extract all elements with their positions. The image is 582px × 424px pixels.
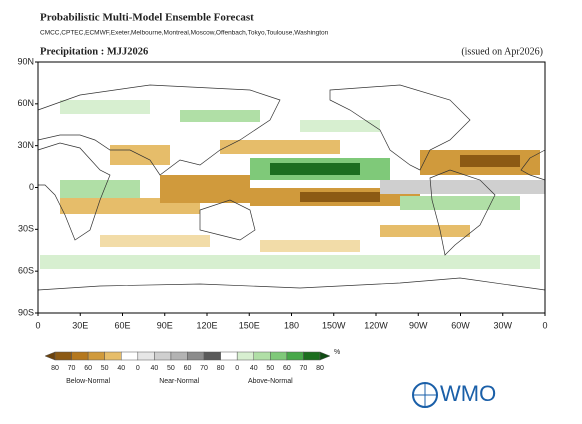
colorbar-label: 0 bbox=[235, 365, 239, 372]
colorbar-cell bbox=[87, 351, 105, 361]
colorbar-label: 70 bbox=[200, 365, 208, 372]
lon-label: 120W bbox=[364, 320, 388, 330]
colorbar-label: 40 bbox=[150, 365, 158, 372]
patch bbox=[260, 240, 360, 252]
colorbar-cell bbox=[270, 351, 288, 361]
africa-west bbox=[520, 149, 546, 181]
colorbar-label: 60 bbox=[283, 365, 291, 372]
colorbar-label: 80 bbox=[51, 365, 59, 372]
colorbar-end bbox=[319, 351, 331, 361]
colorbar-cell bbox=[104, 351, 122, 361]
patch bbox=[270, 163, 360, 175]
patch bbox=[100, 235, 210, 247]
forecast-patches bbox=[40, 100, 545, 269]
patch bbox=[380, 180, 545, 194]
lat-label: 90N bbox=[17, 56, 34, 66]
patch bbox=[460, 155, 520, 167]
colorbar-cell bbox=[286, 351, 304, 361]
lon-label: 180 bbox=[284, 320, 299, 330]
colorbar-cell bbox=[220, 351, 238, 361]
eurasia bbox=[37, 84, 281, 176]
patch bbox=[180, 110, 260, 122]
patch bbox=[160, 175, 250, 203]
lon-label: 30W bbox=[493, 320, 512, 330]
patch bbox=[220, 140, 340, 154]
colorbar-label: 80 bbox=[217, 365, 225, 372]
title: Probabilistic Multi-Model Ensemble Forec… bbox=[40, 12, 254, 24]
colorbar-cell bbox=[154, 351, 172, 361]
colorbar-category: Near-Normal bbox=[159, 378, 200, 385]
lon-label: 0 bbox=[35, 320, 40, 330]
colorbar-cell bbox=[203, 351, 221, 361]
colorbar-category: Below-Normal bbox=[66, 378, 110, 385]
colorbar-cell bbox=[54, 351, 72, 361]
australia bbox=[199, 199, 256, 241]
colorbar-label: 80 bbox=[316, 365, 324, 372]
lon-label: 90W bbox=[409, 320, 428, 330]
patch bbox=[380, 225, 470, 237]
lat-label: 0 bbox=[29, 182, 34, 192]
lon-label: 0 bbox=[542, 320, 547, 330]
lon-label: 60W bbox=[451, 320, 470, 330]
colorbar-label: 40 bbox=[117, 365, 125, 372]
lon-label: 150E bbox=[239, 320, 260, 330]
lon-label: 30E bbox=[72, 320, 88, 330]
lat-label: 60N bbox=[17, 98, 34, 108]
africa bbox=[37, 142, 111, 241]
patch bbox=[300, 120, 380, 132]
colorbar-label: 70 bbox=[68, 365, 76, 372]
colorbar-category: Above-Normal bbox=[248, 378, 293, 385]
lon-label: 60E bbox=[114, 320, 130, 330]
map bbox=[37, 61, 546, 314]
map-title: Precipitation : MJJ2026 bbox=[40, 46, 148, 57]
colorbar-cell bbox=[170, 351, 188, 361]
colorbar-label: 40 bbox=[250, 365, 258, 372]
coastlines bbox=[37, 84, 546, 291]
lon-label: 120E bbox=[196, 320, 217, 330]
colorbar-label: 70 bbox=[300, 365, 308, 372]
colorbar-cell bbox=[187, 351, 205, 361]
colorbar-cell bbox=[121, 351, 139, 361]
colorbar-label: 50 bbox=[167, 365, 175, 372]
logo-text: WMO bbox=[440, 381, 496, 406]
colorbar-cell bbox=[71, 351, 89, 361]
lat-label: 30S bbox=[18, 224, 34, 234]
colorbar-label: 0 bbox=[136, 365, 140, 372]
colorbar-label: 50 bbox=[266, 365, 274, 372]
north-america bbox=[329, 84, 471, 171]
colorbar-label: 50 bbox=[101, 365, 109, 372]
colorbar-cell bbox=[137, 351, 155, 361]
colorbar-label: 60 bbox=[84, 365, 92, 372]
lon-label: 90E bbox=[157, 320, 173, 330]
patch bbox=[40, 255, 540, 269]
colorbar-label: 60 bbox=[184, 365, 192, 372]
colorbar-cell bbox=[236, 351, 254, 361]
colorbar-cell bbox=[253, 351, 271, 361]
issued: (issued on Apr2026) bbox=[461, 46, 543, 57]
patch bbox=[400, 196, 520, 210]
lon-label: 150W bbox=[322, 320, 346, 330]
colorbar-end bbox=[44, 351, 56, 361]
patch bbox=[300, 192, 380, 202]
lat-label: 30N bbox=[17, 140, 34, 150]
patch bbox=[60, 100, 150, 114]
subtitle: CMCC,CPTEC,ECMWF,Exeter,Melbourne,Montre… bbox=[40, 30, 329, 37]
south-america bbox=[429, 169, 496, 256]
patch bbox=[60, 180, 140, 198]
lat-label: 90S bbox=[18, 307, 34, 317]
antarctica bbox=[37, 277, 546, 291]
colorbar-cell bbox=[303, 351, 321, 361]
colorbar-unit: % bbox=[334, 349, 340, 356]
logo-emblem bbox=[412, 382, 438, 408]
lat-label: 60S bbox=[18, 266, 34, 276]
